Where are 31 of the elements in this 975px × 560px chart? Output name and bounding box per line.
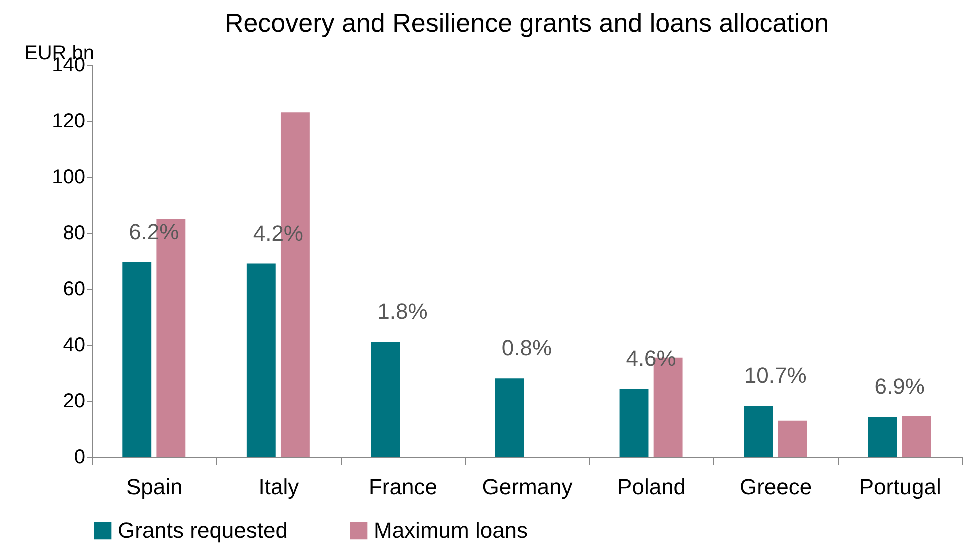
bar bbox=[778, 420, 808, 457]
y-tick-label: 100 bbox=[52, 166, 86, 188]
bar bbox=[744, 406, 774, 457]
legend-label: Maximum loans bbox=[374, 518, 528, 543]
bar bbox=[868, 416, 898, 457]
y-tick-label: 60 bbox=[63, 278, 86, 300]
annotation: 10.7% bbox=[744, 363, 807, 388]
x-tick-label: Germany bbox=[482, 474, 573, 500]
y-tick-label: 40 bbox=[63, 334, 86, 356]
chart-title: Recovery and Resilience grants and loans allocation bbox=[224, 8, 830, 38]
x-tick-label: France bbox=[368, 474, 438, 500]
bar bbox=[902, 416, 932, 457]
bar bbox=[620, 388, 649, 457]
legend-label: Grants requested bbox=[118, 518, 288, 543]
bar bbox=[246, 264, 276, 457]
annotation: 1.8% bbox=[378, 299, 428, 324]
y-tick-label: 20 bbox=[63, 390, 86, 412]
bar bbox=[496, 378, 524, 457]
annotation: 4.6% bbox=[626, 346, 676, 371]
x-tick-label: Poland bbox=[618, 474, 686, 500]
x-tick-label: Greece bbox=[740, 474, 812, 500]
x-tick-label: Spain bbox=[126, 474, 183, 500]
y-tick-label: 0 bbox=[74, 446, 86, 468]
bar bbox=[122, 262, 152, 457]
annotation: 0.8% bbox=[502, 336, 552, 361]
y-tick-label: 80 bbox=[63, 222, 86, 244]
bar bbox=[371, 342, 400, 457]
x-tick-label: Italy bbox=[258, 474, 300, 500]
y-tick-label: 120 bbox=[52, 110, 86, 132]
annotation: 6.9% bbox=[874, 374, 925, 399]
x-tick-label: Portugal bbox=[859, 474, 942, 500]
